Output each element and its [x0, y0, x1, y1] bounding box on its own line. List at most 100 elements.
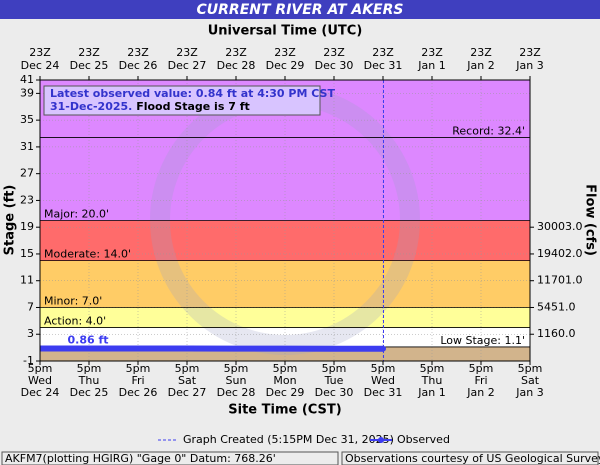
x-tick-label: Dec 27 [168, 386, 207, 399]
top-tick-label: Dec 31 [364, 59, 403, 72]
top-tick-label: Dec 28 [217, 59, 256, 72]
band [40, 327, 530, 347]
x-tick-label: 5pm [322, 362, 347, 375]
footer-box [1, 451, 339, 465]
top-tick-label: Dec 26 [119, 59, 158, 72]
top-tick-label: Dec 30 [315, 59, 354, 72]
info-line1: Latest observed value: 0.84 ft at 4:30 P… [50, 87, 335, 100]
x-tick-label: Dec 24 [21, 386, 60, 399]
x-tick-label: Wed [371, 374, 395, 387]
x-tick-label: Jan 2 [466, 386, 494, 399]
footer-left: AKFM7(plotting HGIRG) "Gage 0" Datum: 76… [5, 452, 276, 465]
y-tick-label: 19 [20, 220, 34, 233]
y-tick-label: 35 [20, 113, 34, 126]
observed-annotation: 0.86 ft [67, 334, 108, 347]
x-tick-label: Dec 31 [364, 386, 403, 399]
info-box [43, 85, 321, 116]
legend-label: Observed [397, 433, 450, 446]
legend-dot [378, 437, 384, 443]
x-tick-label: 5pm [28, 362, 53, 375]
y2-tick-label: 5451.0 [537, 300, 576, 313]
x-tick-label: 5pm [224, 362, 249, 375]
footer-box [341, 451, 599, 465]
top-axis-label: Universal Time (UTC) [208, 24, 363, 39]
threshold-label: Action: 4.0' [44, 315, 106, 328]
x-tick-label: 5pm [371, 362, 396, 375]
y-tick-label: 41 [20, 73, 34, 86]
y2-tick-label: 11701.0 [537, 274, 583, 287]
x-tick-label: Sun [226, 374, 247, 387]
y-tick-label: 27 [20, 167, 34, 180]
title-bar [0, 0, 600, 19]
top-tick-label: 23Z [274, 46, 296, 59]
plot-frame [39, 79, 531, 362]
top-tick-label: Dec 25 [70, 59, 109, 72]
y2-tick-label: 1160.0 [537, 327, 576, 340]
y-tick-label: 23 [20, 193, 34, 206]
x-tick-label: Sat [521, 374, 540, 387]
threshold-label: Record: 32.4' [452, 125, 525, 138]
top-tick-label: 23Z [225, 46, 247, 59]
x-tick-label: Mon [273, 374, 296, 387]
top-tick-label: 23Z [372, 46, 394, 59]
y-axis-label: Stage (ft) [3, 185, 18, 256]
top-tick-label: 23Z [421, 46, 443, 59]
x-tick-label: 5pm [469, 362, 494, 375]
x-axis-label: Site Time (CST) [228, 403, 341, 418]
top-tick-label: 23Z [29, 46, 51, 59]
top-tick-label: 23Z [519, 46, 541, 59]
x-tick-label: 5pm [77, 362, 102, 375]
top-tick-label: 23Z [176, 46, 198, 59]
threshold-label: Moderate: 14.0' [44, 248, 131, 261]
top-tick-label: Jan 3 [515, 59, 543, 72]
x-tick-label: Wed [28, 374, 52, 387]
top-tick-label: Jan 1 [417, 59, 445, 72]
footer-right: Observations courtesy of US Geological S… [345, 452, 600, 465]
y2-tick-label: 19402.0 [537, 247, 583, 260]
x-tick-label: 5pm [273, 362, 298, 375]
x-tick-label: 5pm [126, 362, 151, 375]
info-date: 31-Dec-2025. [50, 100, 132, 113]
legend-label: Graph Created (5:15PM Dec 31, 2025) [183, 433, 394, 446]
info-line2: 31-Dec-2025. Flood Stage is 7 ft [50, 100, 250, 113]
top-tick-label: 23Z [78, 46, 100, 59]
x-tick-label: Sat [178, 374, 197, 387]
top-tick-label: 23Z [127, 46, 149, 59]
info-flood-stage: Flood Stage is 7 ft [132, 100, 249, 113]
threshold-label: Low Stage: 1.1' [440, 334, 525, 347]
overlay: Latest observed value: 0.84 ft at 4:30 P… [43, 85, 335, 116]
y2-axis-label: Flow (cfs) [583, 184, 598, 256]
x-tick-label: Dec 30 [315, 386, 354, 399]
x-tick-label: Jan 3 [515, 386, 543, 399]
y-tick-label: 3 [27, 327, 34, 340]
x-tick-label: Dec 29 [266, 386, 305, 399]
y-tick-label: 39 [20, 86, 34, 99]
top-tick-label: Dec 24 [21, 59, 60, 72]
x-tick-label: Dec 25 [70, 386, 109, 399]
x-tick-label: 5pm [175, 362, 200, 375]
y-tick-label: 11 [20, 274, 34, 287]
x-tick-label: 5pm [420, 362, 445, 375]
chart-title: CURRENT RIVER AT AKERS [197, 2, 404, 18]
y-tick-label: 31 [20, 140, 34, 153]
x-tick-label: Thu [78, 374, 100, 387]
x-tick-label: Tue [324, 374, 344, 387]
x-tick-label: Fri [474, 374, 487, 387]
y-tick-label: 7 [27, 300, 34, 313]
top-tick-label: Dec 27 [168, 59, 207, 72]
x-tick-label: Thu [421, 374, 443, 387]
threshold-label: Major: 20.0' [44, 208, 109, 221]
top-tick-label: Jan 2 [466, 59, 494, 72]
observed-end [380, 345, 386, 352]
x-tick-label: Dec 26 [119, 386, 158, 399]
top-tick-label: 23Z [323, 46, 345, 59]
x-tick-label: Jan 1 [417, 386, 445, 399]
y-tick-label: 15 [20, 247, 34, 260]
threshold-label: Minor: 7.0' [44, 294, 102, 307]
x-tick-label: 5pm [518, 362, 543, 375]
top-tick-label: 23Z [470, 46, 492, 59]
top-tick-label: Dec 29 [266, 59, 305, 72]
y2-tick-label: 30003.0 [537, 220, 583, 233]
